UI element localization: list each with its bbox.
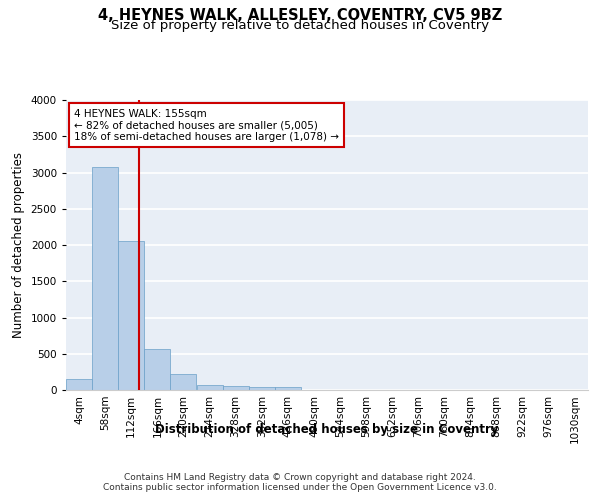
- Text: Contains HM Land Registry data © Crown copyright and database right 2024.: Contains HM Land Registry data © Crown c…: [124, 472, 476, 482]
- Bar: [145, 349, 170, 390]
- Bar: [197, 384, 223, 390]
- Text: 4, HEYNES WALK, ALLESLEY, COVENTRY, CV5 9BZ: 4, HEYNES WALK, ALLESLEY, COVENTRY, CV5 …: [98, 8, 502, 22]
- Bar: [249, 386, 275, 390]
- Text: 4 HEYNES WALK: 155sqm
← 82% of detached houses are smaller (5,005)
18% of semi-d: 4 HEYNES WALK: 155sqm ← 82% of detached …: [74, 108, 339, 142]
- Bar: [118, 240, 144, 390]
- Text: Distribution of detached houses by size in Coventry: Distribution of detached houses by size …: [155, 422, 499, 436]
- Text: Contains public sector information licensed under the Open Government Licence v3: Contains public sector information licen…: [103, 482, 497, 492]
- Y-axis label: Number of detached properties: Number of detached properties: [12, 152, 25, 338]
- Bar: [223, 386, 249, 390]
- Bar: [275, 386, 301, 390]
- Text: Size of property relative to detached houses in Coventry: Size of property relative to detached ho…: [111, 18, 489, 32]
- Bar: [66, 379, 92, 390]
- Bar: [170, 374, 196, 390]
- Bar: [92, 168, 118, 390]
